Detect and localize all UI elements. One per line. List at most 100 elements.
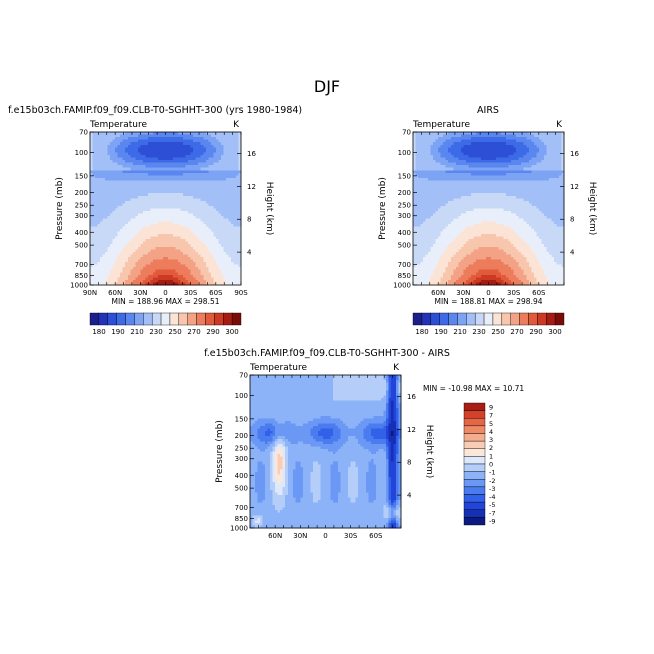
field-cell [230,203,234,207]
field-cell [543,175,547,179]
field-cell [228,259,232,263]
field-cell [132,241,136,245]
field-cell [130,170,134,174]
field-cell [135,165,139,169]
field-cell [235,234,239,237]
field-cell [518,167,522,171]
field-cell [546,147,550,151]
field-cell [155,236,159,240]
field-cell [230,239,234,243]
field-cell [548,170,552,174]
field-cell [193,149,197,153]
field-cell [228,272,232,276]
field-cell [531,142,535,146]
field-cell [233,244,237,248]
field-cell [518,154,522,158]
field-cell [162,193,166,197]
field-cell [150,157,154,161]
field-cell [178,200,181,204]
field-cell [170,177,174,181]
field-cell [533,134,537,138]
field-cell [418,152,421,156]
field-cell [458,177,462,181]
field-cell [453,170,457,174]
field-cell [147,144,151,148]
field-cell [536,142,540,146]
field-cell [233,200,237,204]
field-cell [210,172,214,176]
field-cell [546,162,550,166]
field-cell [208,228,212,232]
field-cell [105,228,109,232]
field-cell [155,165,159,169]
field-cell [162,160,166,163]
field-cell [170,147,174,151]
field-cell [105,272,109,276]
field-cell [440,147,444,151]
field-cell [478,134,482,138]
field-cell [205,203,209,207]
field-cell [135,188,139,192]
field-cell [423,165,426,169]
field-cell [165,226,169,230]
field-cell [203,244,207,248]
field-cell [190,139,194,143]
field-cell [210,157,214,161]
field-cell [503,134,507,138]
y-tick-label: 250 [75,202,88,210]
field-cell [485,139,489,143]
field-cell [145,279,149,283]
field-cell [112,185,116,189]
field-cell [430,162,434,166]
field-cell [170,231,174,235]
field-cell [205,228,209,232]
field-cell [195,134,199,138]
field-cell [541,162,545,166]
field-cell [145,149,149,153]
field-cell [225,282,229,286]
field-cell [183,246,187,250]
field-cell [220,239,224,243]
field-cell [142,244,146,248]
field-cell [430,149,434,153]
field-cell [193,211,197,214]
field-cell [97,183,101,186]
field-cell [453,167,457,171]
field-cell [160,241,164,245]
field-cell [183,188,187,192]
field-cell [195,188,199,192]
field-cell [157,180,161,184]
field-cell [135,231,139,235]
field-cell [200,147,204,151]
field-cell [440,154,444,158]
field-cell [483,132,487,135]
field-cell [543,170,547,174]
field-cell [100,244,103,248]
field-cell [147,234,151,237]
field-cell [140,175,144,179]
field-cell [162,211,166,214]
field-cell [130,139,134,143]
field-cell [90,177,93,181]
field-cell [210,213,214,217]
field-cell [198,241,202,245]
field-cell [443,160,447,163]
field-cell [418,144,421,148]
field-cell [183,195,187,199]
field-cell [188,185,192,189]
field-cell [168,162,171,166]
field-cell [190,267,194,271]
field-cell [178,244,181,248]
field-cell [150,259,154,263]
field-cell [210,251,214,255]
field-cell [173,193,176,197]
field-cell [223,170,227,174]
field-cell [147,236,151,240]
field-cell [122,218,126,222]
field-cell [137,170,141,174]
field-cell [420,162,424,166]
field-cell [132,193,136,197]
field-cell [173,223,176,227]
field-cell [463,183,467,186]
field-cell [503,170,507,174]
